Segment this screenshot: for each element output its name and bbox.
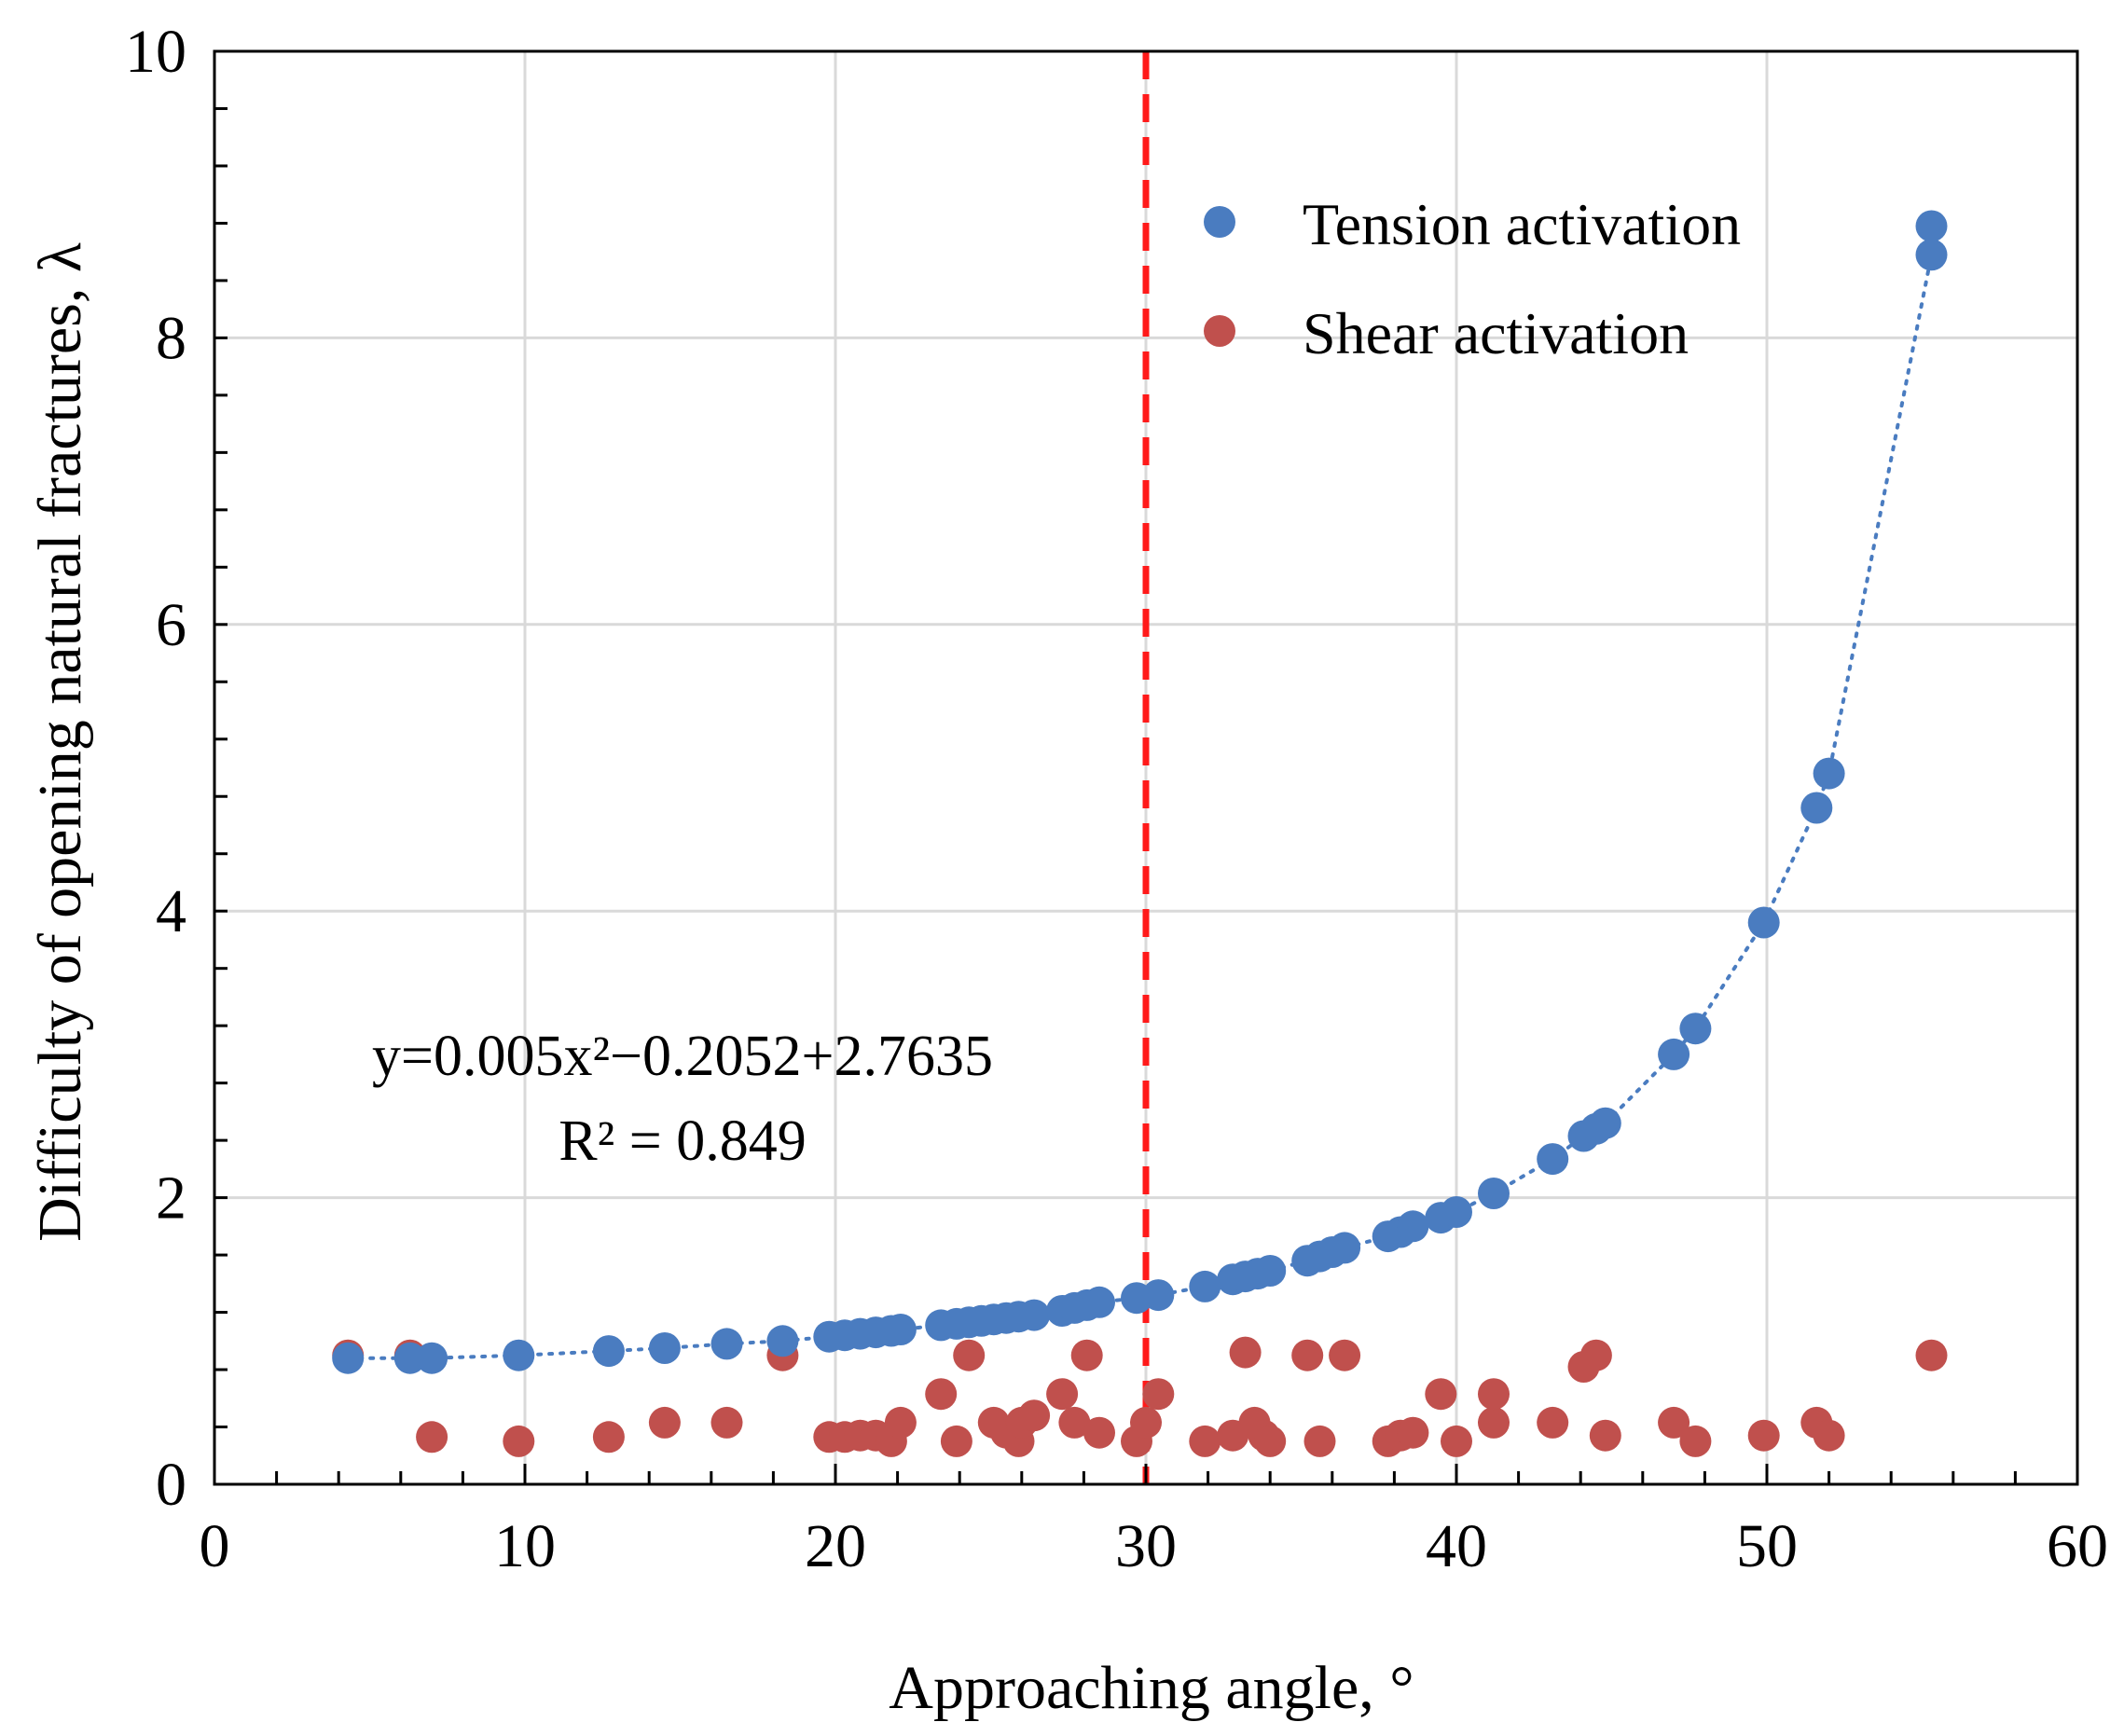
legend-marker-shear [1204, 315, 1235, 347]
tension-points [332, 210, 1948, 1374]
legend: Tension activation Shear activation [1204, 191, 1741, 366]
y-tick-label: 8 [156, 304, 186, 372]
tension-point [1329, 1232, 1361, 1264]
x-tick-label: 60 [2047, 1512, 2108, 1580]
tension-point [1658, 1038, 1690, 1070]
shear-point [416, 1421, 448, 1454]
legend-label-tension: Tension activation [1303, 191, 1741, 257]
tension-point [393, 1342, 426, 1374]
shear-point [884, 1406, 917, 1439]
x-tick-label: 20 [805, 1512, 866, 1580]
tension-point [1083, 1286, 1115, 1318]
tension-point [1142, 1279, 1175, 1312]
tension-point [1589, 1107, 1621, 1139]
tension-point [884, 1314, 917, 1345]
tension-point [1800, 792, 1833, 824]
x-tick-label: 30 [1115, 1512, 1177, 1580]
tension-point [1813, 757, 1845, 790]
tension-point [648, 1332, 681, 1364]
tension-point [766, 1325, 799, 1357]
shear-point [1229, 1336, 1262, 1369]
shear-point [925, 1378, 958, 1411]
shear-point [1478, 1378, 1510, 1411]
shear-point [1303, 1425, 1336, 1457]
shear-point [1018, 1399, 1051, 1432]
y-tick-label: 6 [156, 591, 186, 659]
x-tick-label: 40 [1426, 1512, 1487, 1580]
shear-point [1397, 1416, 1429, 1449]
fit-equation: y=0.005x²−0.2052+2.7635 [372, 1025, 993, 1088]
shear-point [592, 1421, 625, 1454]
tension-point [1254, 1255, 1287, 1287]
x-tick-label: 10 [494, 1512, 556, 1580]
x-tick-labels: 0 10 20 30 40 50 60 [200, 1512, 2109, 1580]
shear-point [1813, 1419, 1845, 1452]
shear-point [1291, 1339, 1324, 1371]
shear-point [1658, 1406, 1690, 1439]
y-tick-label: 4 [156, 877, 186, 945]
y-tick-label: 10 [125, 18, 186, 86]
shear-point [1425, 1378, 1457, 1411]
y-tick-label: 2 [156, 1164, 186, 1233]
tension-point [710, 1328, 743, 1360]
fit-annotation: y=0.005x²−0.2052+2.7635 R² = 0.849 [372, 1025, 993, 1173]
y-axis-title: Difficulty of opening natural fractures,… [26, 242, 94, 1242]
shear-point [1589, 1419, 1621, 1452]
shear-point [1058, 1406, 1091, 1439]
shear-point [1189, 1425, 1221, 1457]
shear-point [648, 1406, 681, 1439]
shear-point [1679, 1425, 1712, 1457]
y-tick-labels: 0 2 4 6 8 10 [125, 18, 186, 1519]
shear-point [1478, 1406, 1510, 1439]
tension-point [1679, 1013, 1712, 1045]
shear-point [1915, 1339, 1948, 1371]
tension-point [1915, 239, 1948, 271]
shear-point [1579, 1339, 1612, 1371]
tension-point [1441, 1196, 1472, 1228]
y-tick-label: 0 [156, 1451, 186, 1519]
shear-point [1329, 1339, 1361, 1371]
shear-point [1142, 1378, 1175, 1411]
fit-r-squared: R² = 0.849 [559, 1109, 806, 1173]
tension-point [1018, 1299, 1051, 1331]
x-axis-title: Approaching angle, ° [889, 1654, 1414, 1722]
shear-point [1747, 1419, 1780, 1452]
shear-point [1070, 1339, 1103, 1371]
shear-point [1254, 1425, 1287, 1457]
tension-point [1747, 906, 1780, 939]
shear-point [503, 1425, 535, 1457]
shear-point [1441, 1425, 1472, 1457]
x-tick-label: 0 [200, 1512, 230, 1580]
tension-point [503, 1339, 535, 1371]
shear-point [1083, 1416, 1115, 1449]
shear-point [1537, 1406, 1569, 1439]
shear-point [710, 1406, 743, 1439]
legend-marker-tension [1204, 206, 1235, 238]
legend-label-shear: Shear activation [1303, 300, 1689, 366]
shear-point [1046, 1378, 1079, 1411]
x-tick-label: 50 [1736, 1512, 1798, 1580]
tension-point [1397, 1210, 1429, 1243]
tension-point [1478, 1178, 1510, 1209]
shear-point [940, 1425, 972, 1457]
tension-point [592, 1335, 625, 1368]
tension-point [332, 1342, 365, 1374]
tension-point [1189, 1270, 1221, 1302]
axis-ticks [213, 49, 2079, 1486]
tension-point [1915, 210, 1948, 242]
shear-point [1130, 1406, 1162, 1439]
shear-point [953, 1339, 986, 1371]
tension-point [416, 1342, 448, 1374]
tension-point [1537, 1143, 1569, 1176]
